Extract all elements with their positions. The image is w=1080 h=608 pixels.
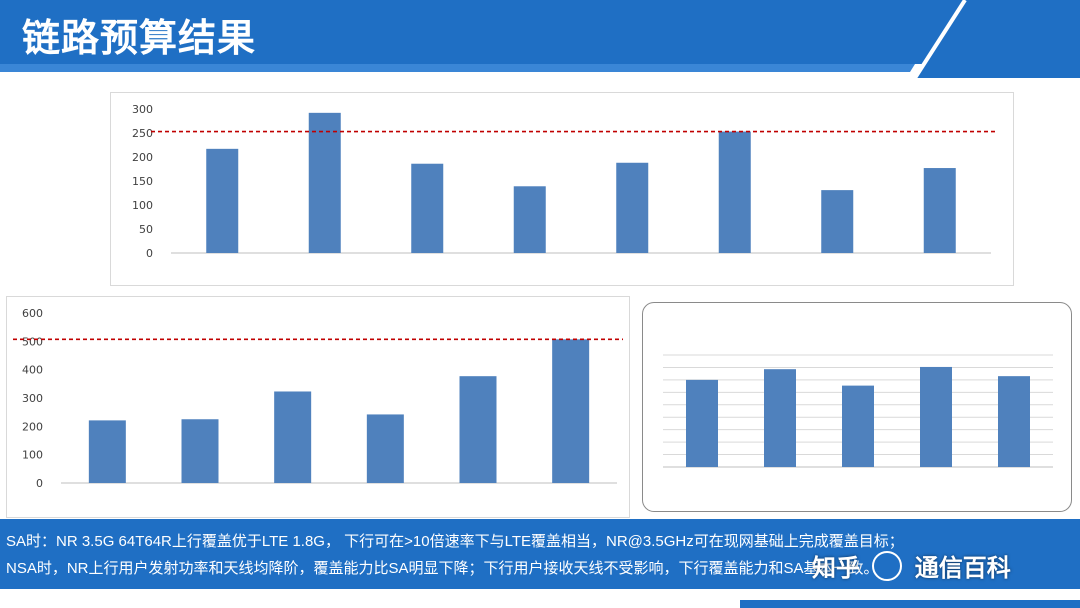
bar (552, 339, 590, 483)
bar (998, 376, 1030, 467)
site-spacing-chart-panel (642, 302, 1072, 512)
y-tick-label: 300 (132, 103, 153, 116)
bar (920, 366, 952, 467)
y-tick-label: 200 (132, 151, 153, 164)
y-tick-label: 300 (22, 392, 43, 405)
page-title: 链路预算结果 (22, 16, 257, 60)
bar (366, 414, 404, 483)
bar (842, 385, 874, 467)
bar (459, 376, 497, 483)
bar (821, 190, 854, 253)
watermark-left: 知乎 (812, 554, 860, 582)
site-spacing-chart (663, 354, 1053, 468)
footer-summary: SA时：NR 3.5G 64T64R上行覆盖优于LTE 1.8G， 下行可在>1… (0, 519, 1080, 589)
bar (181, 419, 219, 483)
downlink-chart-panel: 0 100 200 300 400 500 600 (6, 296, 630, 518)
bar (274, 391, 312, 483)
watermark: 知乎 通信百科 (812, 548, 1011, 584)
bar (513, 186, 546, 253)
uplink-coverage-chart: 0 50 100 150 200 250 300 (132, 103, 995, 260)
bar (686, 379, 718, 467)
y-tick-label: 150 (132, 175, 153, 188)
y-tick-label: 200 (22, 420, 43, 433)
wechat-icon (872, 551, 903, 581)
y-tick-label: 100 (132, 199, 153, 212)
y-tick-label: 400 (22, 364, 43, 377)
watermark-right: 通信百科 (914, 554, 1011, 582)
y-tick-label: 0 (146, 247, 153, 260)
footer-line-sa: SA时：NR 3.5G 64T64R上行覆盖优于LTE 1.8G， 下行可在>1… (6, 533, 904, 550)
bar (308, 112, 341, 253)
bar (411, 163, 444, 253)
footer-line-nsa: NSA时，NR上行用户发射功率和天线均降阶，覆盖能力比SA明显下降；下行用户接收… (6, 560, 879, 577)
bar (206, 148, 239, 253)
bar (764, 369, 796, 467)
downlink-coverage-chart: 0 100 200 300 400 500 600 (13, 307, 623, 490)
y-tick-label: 50 (139, 223, 153, 236)
y-tick-label: 250 (132, 127, 153, 140)
bar (88, 420, 126, 483)
bottom-accent-bar (740, 600, 1080, 608)
y-tick-label: 500 (22, 335, 43, 348)
uplink-chart-panel: 0 50 100 150 200 250 300 (110, 92, 1014, 286)
title-banner (0, 0, 1080, 78)
y-tick-label: 600 (22, 307, 43, 320)
y-tick-label: 100 (22, 449, 43, 462)
y-tick-label: 0 (36, 477, 43, 490)
bar (616, 162, 649, 253)
bar (923, 168, 956, 253)
bar (718, 131, 751, 253)
